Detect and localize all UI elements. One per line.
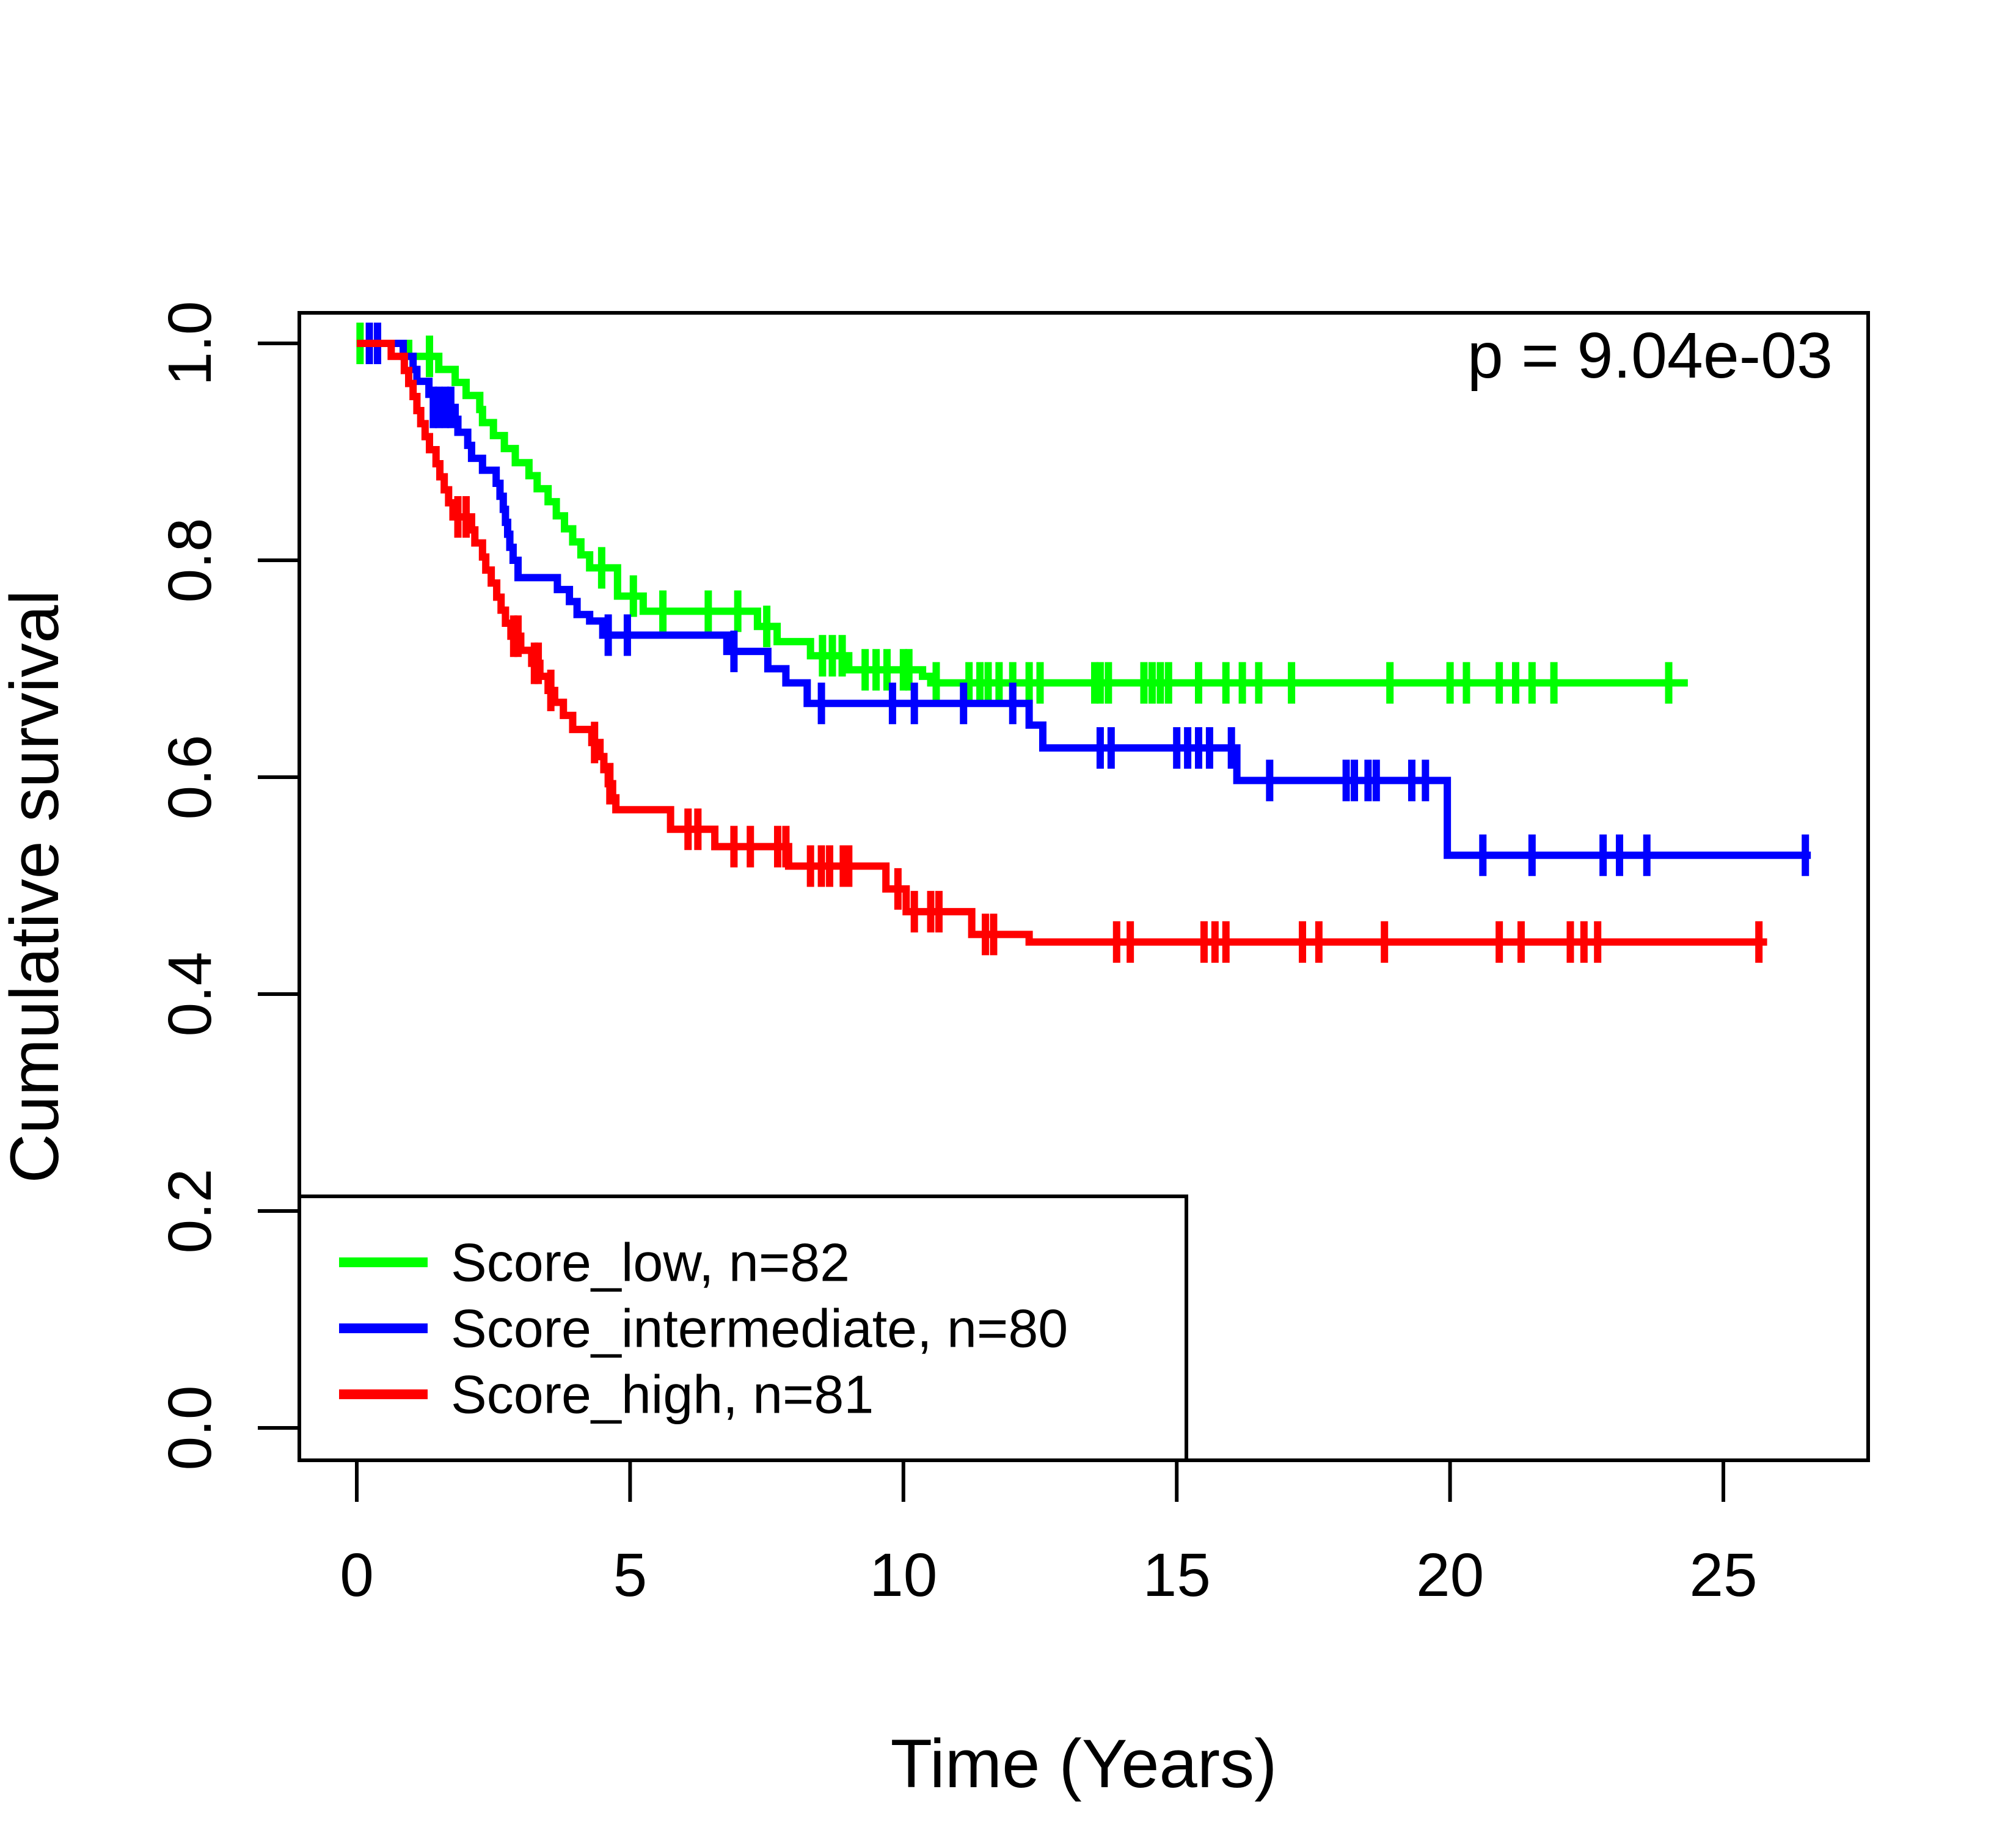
y-axis-tick-label: 0.4 — [156, 951, 224, 1036]
legend-item-score-intermediate: Score_intermediate, n=80 — [339, 1298, 1068, 1359]
legend-item-score-low: Score_low, n=82 — [339, 1232, 850, 1293]
x-axis-title: Time (Years) — [891, 1725, 1277, 1802]
y-axis-title: Cumulative survival — [0, 590, 73, 1184]
legend: Score_low, n=82 Score_intermediate, n=80… — [298, 1195, 1188, 1462]
legend-label: Score_high, n=81 — [451, 1364, 874, 1425]
x-axis-tick-label: 10 — [869, 1541, 937, 1609]
y-axis-tick-label: 1.0 — [156, 301, 224, 386]
y-axis-tick-label: 0.8 — [156, 518, 224, 602]
y-axis-tick-label: 0.0 — [156, 1385, 224, 1470]
x-axis-tick-label: 25 — [1689, 1541, 1757, 1609]
p-value-label: p = 9.04e-03 — [1467, 320, 1833, 392]
x-axis-tick-label: 0 — [340, 1541, 374, 1609]
plot-area: 0 5 10 15 20 25 0.0 0.2 0.4 0.6 0.8 1.0 — [156, 301, 1870, 1609]
x-axis-tick-label: 5 — [613, 1541, 648, 1609]
x-axis-tick-label: 20 — [1416, 1541, 1484, 1609]
x-axis-tick-label: 15 — [1143, 1541, 1211, 1609]
survival-curve-score_low — [357, 340, 1688, 687]
legend-label: Score_intermediate, n=80 — [451, 1298, 1068, 1359]
legend-label: Score_low, n=82 — [451, 1232, 850, 1293]
y-axis-tick-label: 0.2 — [156, 1168, 224, 1253]
survival-curve-score_high — [357, 340, 1767, 946]
legend-item-score-high: Score_high, n=81 — [339, 1364, 874, 1425]
y-axis-tick-label: 0.6 — [156, 734, 224, 819]
legend-box — [298, 1195, 1188, 1462]
survival-curve-score_intermediate — [357, 340, 1811, 859]
